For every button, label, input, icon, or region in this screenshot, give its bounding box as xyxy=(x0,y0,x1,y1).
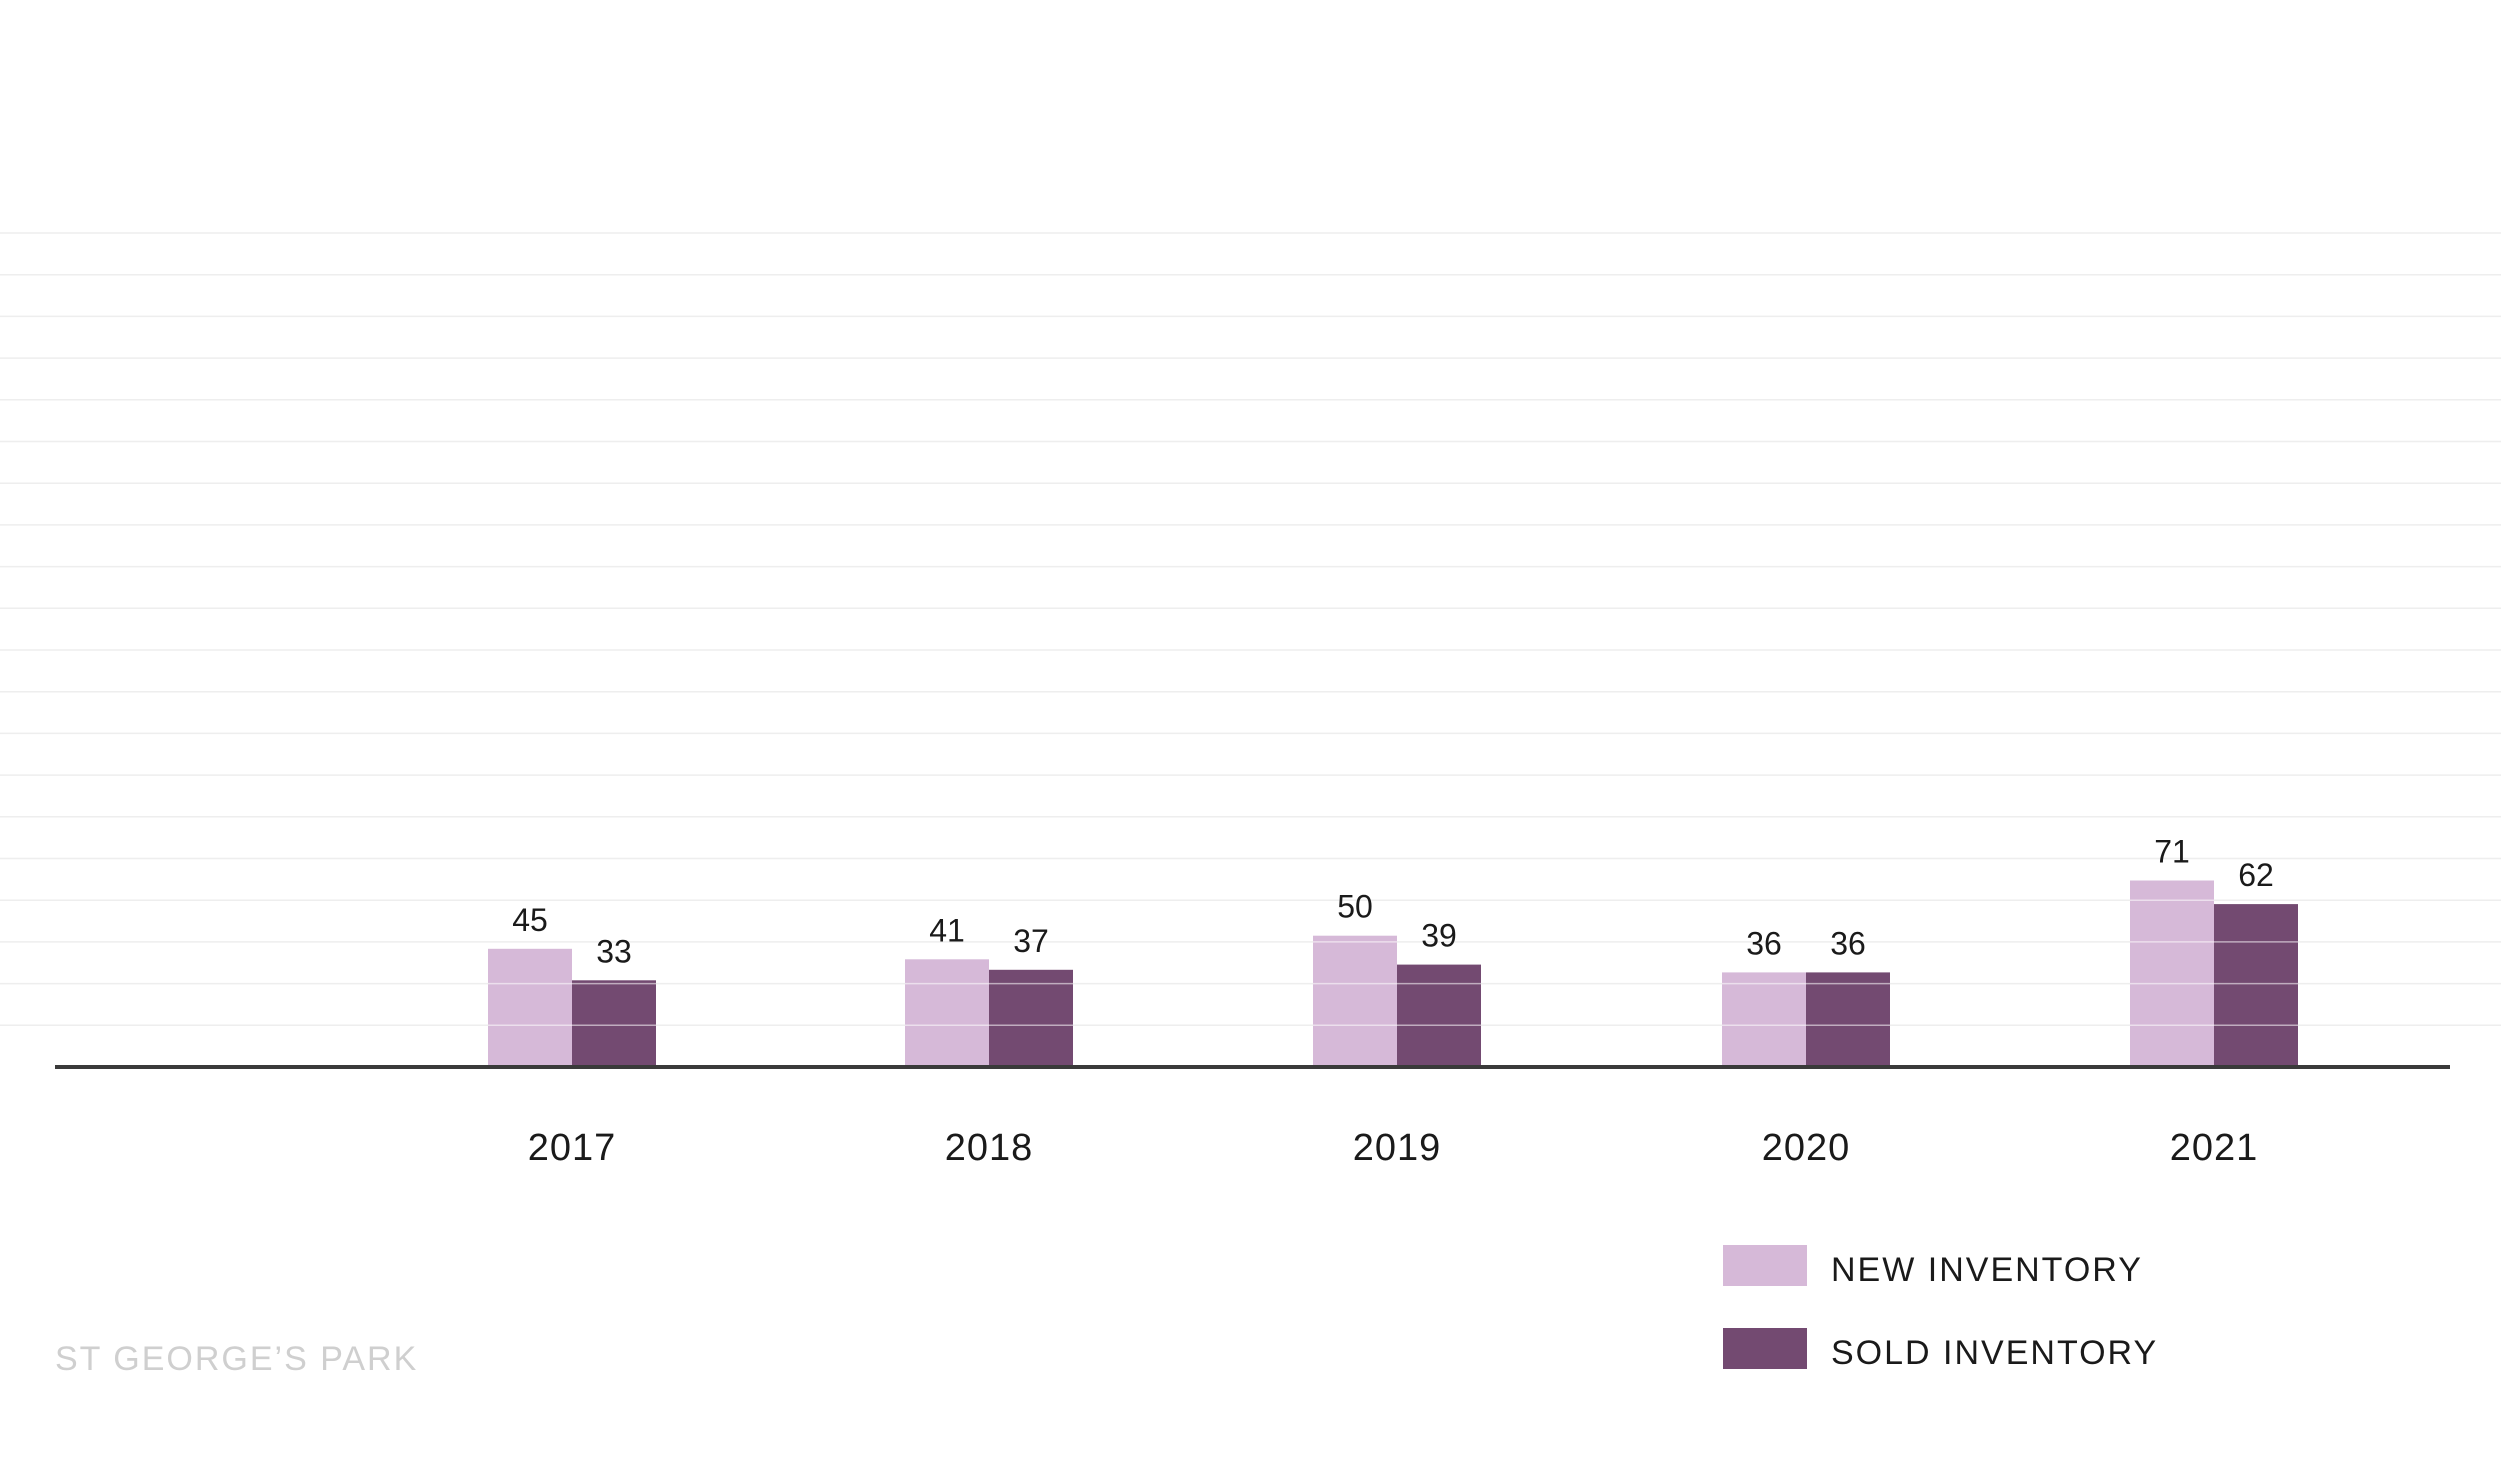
legend-label-new: NEW INVENTORY xyxy=(1831,1251,2143,1289)
bars xyxy=(488,880,2298,1067)
footer-label: ST GEORGE’S PARK xyxy=(55,1340,418,1378)
legend-swatch-new xyxy=(1723,1245,1807,1286)
x-tick-label: 2020 xyxy=(1762,1127,1851,1169)
bar-sold-2019 xyxy=(1397,964,1481,1067)
bar-new-2021 xyxy=(2130,880,2214,1067)
bar-value-label: 37 xyxy=(1013,923,1049,959)
x-tick-label: 2017 xyxy=(528,1127,617,1169)
bar-value-labels: 45 33 41 37 50 39 36 36 71 62 xyxy=(512,834,2274,970)
bar-value-label: 62 xyxy=(2238,857,2274,893)
bar-value-label: 45 xyxy=(512,902,548,938)
bar-value-label: 33 xyxy=(596,933,632,969)
bar-new-2017 xyxy=(488,948,572,1067)
bar-sold-2017 xyxy=(572,980,656,1067)
x-axis-tick-labels: 2017 2018 2019 2020 2021 xyxy=(528,1127,2259,1169)
bar-new-2018 xyxy=(905,959,989,1067)
bar-value-label: 50 xyxy=(1337,889,1373,925)
legend: NEW INVENTORY SOLD INVENTORY xyxy=(1723,1245,2158,1372)
bar-sold-2021 xyxy=(2214,904,2298,1067)
bar-value-label: 71 xyxy=(2154,834,2190,870)
bar-value-label: 41 xyxy=(929,912,965,948)
bar-new-2020 xyxy=(1722,972,1806,1067)
x-tick-label: 2018 xyxy=(945,1127,1034,1169)
x-tick-label: 2021 xyxy=(2170,1127,2259,1169)
bar-value-label: 36 xyxy=(1830,925,1866,961)
bar-sold-2020 xyxy=(1806,972,1890,1067)
bar-value-label: 36 xyxy=(1746,925,1782,961)
bar-sold-2018 xyxy=(989,969,1073,1067)
bar-new-2019 xyxy=(1313,935,1397,1067)
grid-lines xyxy=(0,232,2501,1027)
legend-swatch-sold xyxy=(1723,1328,1807,1369)
x-tick-label: 2019 xyxy=(1353,1127,1442,1169)
legend-label-sold: SOLD INVENTORY xyxy=(1831,1334,2158,1372)
bar-value-label: 39 xyxy=(1421,918,1457,954)
